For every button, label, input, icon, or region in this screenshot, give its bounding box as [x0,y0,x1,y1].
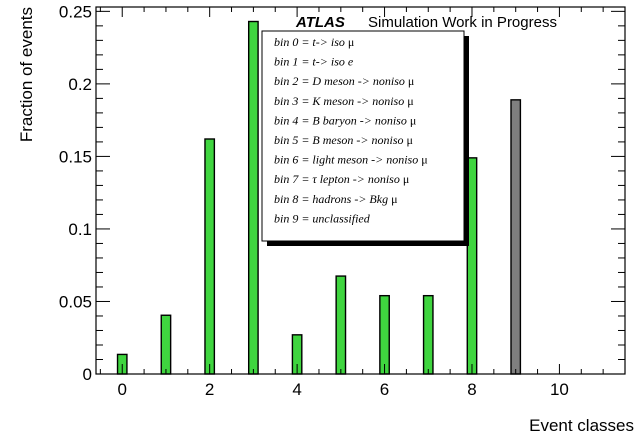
bar-bin-9 [510,99,522,375]
x-tick-label: 10 [550,380,569,399]
x-axis-title: Event classes [529,416,634,435]
atlas-label: ATLAS [295,14,345,31]
y-tick-label: 0.25 [59,2,92,21]
legend-entry-bin-9: bin 9 = unclassified [274,211,371,225]
x-tick-label: 8 [467,380,476,399]
legend-entry-bin-8: bin 8 = hadrons -> Bkg μ [274,192,398,206]
x-tick-label: 0 [117,380,126,399]
legend-entry-bin-3: bin 3 = K meson -> noniso μ [274,94,414,108]
legend-entry-bin-1: bin 1 = t-> iso e [274,55,354,69]
y-axis-title: Fraction of events [17,7,36,142]
x-tick-label: 4 [292,380,301,399]
atlas-sublabel: Simulation Work in Progress [368,14,557,31]
bar-bin-6 [379,294,390,375]
bar-bin-7 [422,294,434,375]
bar-bin-2 [204,138,216,375]
legend-entry-bin-6: bin 6 = light meson -> noniso μ [274,153,428,167]
legend-entry-bin-4: bin 4 = B baryon -> noniso μ [274,113,416,127]
bar-bin-1 [160,314,172,375]
bars-group [116,20,522,375]
legend-entries: bin 0 = t-> iso μ bin 1 = t-> iso e bin 2 … [274,35,428,225]
legend-box [261,30,465,242]
y-tick-label: 0.15 [59,147,92,166]
legend-entry-bin-5: bin 5 = B meson -> noniso μ [274,133,413,147]
legend-entry-bin-0: bin 0 = t-> iso μ [274,35,354,49]
y-tick-label: 0.2 [68,75,92,94]
bar-bin-5 [335,275,347,375]
x-tick-label: 6 [380,380,389,399]
plot-frame [95,6,626,375]
bar-bin-3 [247,20,259,375]
y-axis-ticks: 0 0.05 0.1 0.15 0.2 0.25 [59,2,625,384]
legend-entry-bin-2: bin 2 = D meson -> noniso μ [274,74,414,88]
x-axis-ticks: 0 2 4 6 8 10 [99,7,626,399]
x-tick-label: 2 [205,380,214,399]
legend-entry-bin-7: bin 7 = τ lepton -> noniso μ [274,172,409,186]
y-tick-label: 0 [83,365,92,384]
y-tick-label: 0.1 [68,220,92,239]
y-tick-label: 0.05 [59,292,92,311]
legend: bin 0 = t-> iso μ bin 1 = t-> iso e bin 2 … [261,30,469,246]
